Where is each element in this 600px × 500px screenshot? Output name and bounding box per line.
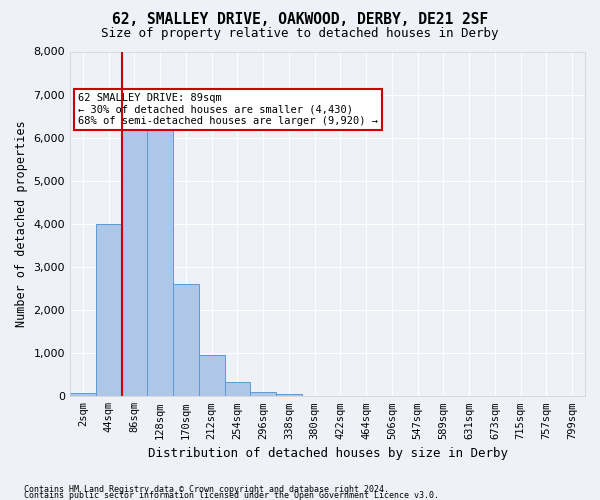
Y-axis label: Number of detached properties: Number of detached properties [15, 120, 28, 327]
Bar [122, 112, 147, 397]
Bar [250, 392, 276, 396]
Bar [199, 356, 224, 397]
Text: Contains public sector information licensed under the Open Government Licence v3: Contains public sector information licen… [24, 490, 439, 500]
Bar [276, 394, 302, 396]
Text: 62 SMALLEY DRIVE: 89sqm
← 30% of detached houses are smaller (4,430)
68% of semi: 62 SMALLEY DRIVE: 89sqm ← 30% of detache… [78, 93, 378, 126]
Text: 62, SMALLEY DRIVE, OAKWOOD, DERBY, DE21 2SF: 62, SMALLEY DRIVE, OAKWOOD, DERBY, DE21 … [112, 12, 488, 28]
Bar [173, 284, 199, 397]
Text: Size of property relative to detached houses in Derby: Size of property relative to detached ho… [101, 28, 499, 40]
Bar [224, 382, 250, 396]
Bar [70, 394, 96, 396]
Text: Contains HM Land Registry data © Crown copyright and database right 2024.: Contains HM Land Registry data © Crown c… [24, 484, 389, 494]
Bar [96, 224, 122, 396]
X-axis label: Distribution of detached houses by size in Derby: Distribution of detached houses by size … [148, 447, 508, 460]
Bar [147, 112, 173, 397]
